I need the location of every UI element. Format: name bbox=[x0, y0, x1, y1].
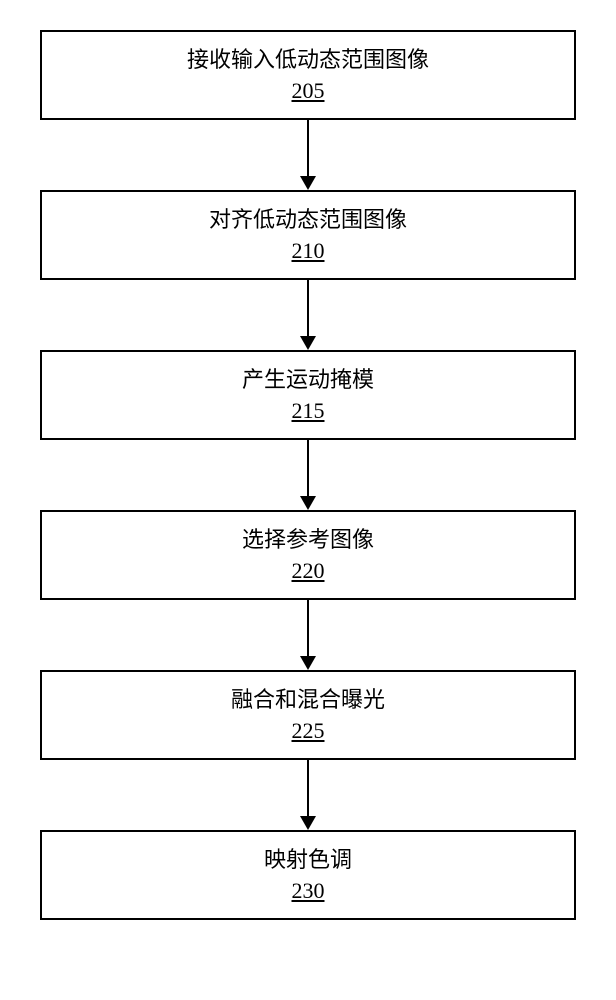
arrow-down-icon bbox=[300, 816, 316, 830]
flow-node-number: 210 bbox=[292, 238, 325, 264]
flow-node-number: 225 bbox=[292, 718, 325, 744]
flow-node-label: 选择参考图像 bbox=[242, 526, 374, 555]
flow-node-215: 产生运动掩模 215 bbox=[40, 350, 576, 440]
arrow-down-icon bbox=[300, 176, 316, 190]
flow-node-210: 对齐低动态范围图像 210 bbox=[40, 190, 576, 280]
flowchart-canvas: 接收输入低动态范围图像 205 对齐低动态范围图像 210 产生运动掩模 215 选择参考图… bbox=[0, 0, 616, 1000]
flow-node-label: 对齐低动态范围图像 bbox=[209, 206, 407, 235]
flow-node-label: 产生运动掩模 bbox=[242, 366, 374, 395]
flow-node-number: 230 bbox=[292, 878, 325, 904]
flow-node-label: 接收输入低动态范围图像 bbox=[187, 46, 429, 75]
flow-node-number: 220 bbox=[292, 558, 325, 584]
flow-node-label: 融合和混合曝光 bbox=[231, 686, 385, 715]
flow-arrow-line bbox=[307, 760, 309, 816]
flow-node-number: 205 bbox=[292, 78, 325, 104]
flow-node-205: 接收输入低动态范围图像 205 bbox=[40, 30, 576, 120]
arrow-down-icon bbox=[300, 656, 316, 670]
flow-node-230: 映射色调 230 bbox=[40, 830, 576, 920]
flow-node-label: 映射色调 bbox=[264, 846, 352, 875]
arrow-down-icon bbox=[300, 336, 316, 350]
flow-arrow-line bbox=[307, 120, 309, 176]
flow-arrow-line bbox=[307, 600, 309, 656]
flow-arrow-line bbox=[307, 280, 309, 336]
flow-node-225: 融合和混合曝光 225 bbox=[40, 670, 576, 760]
flow-node-number: 215 bbox=[292, 398, 325, 424]
flow-arrow-line bbox=[307, 440, 309, 496]
flow-node-220: 选择参考图像 220 bbox=[40, 510, 576, 600]
arrow-down-icon bbox=[300, 496, 316, 510]
